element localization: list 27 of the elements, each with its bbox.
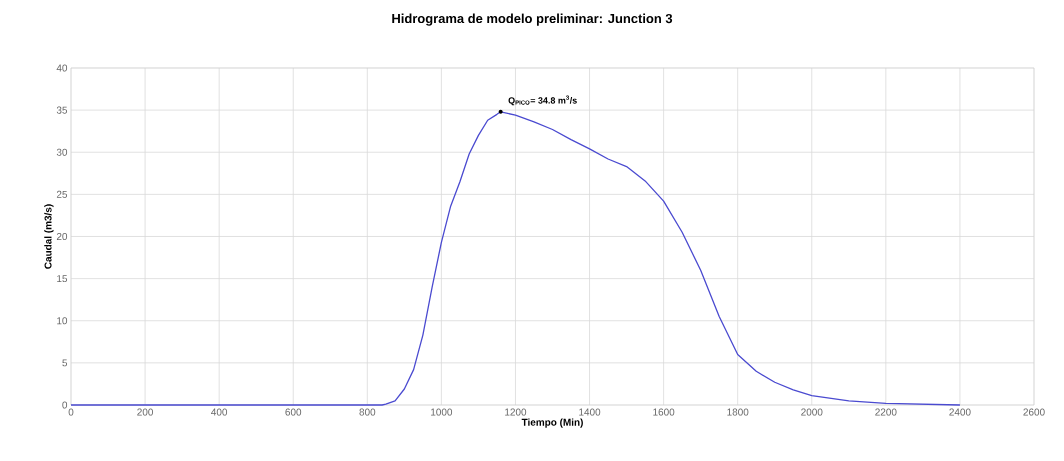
x-tick-label: 2600 bbox=[1023, 408, 1045, 416]
annotation: Q$_{PICO}$= 34.8 m$^{3}$/s bbox=[508, 95, 577, 106]
x-tick-label: 800 bbox=[359, 408, 376, 416]
x-tick-label: 2200 bbox=[875, 408, 897, 416]
x-tick-label: 400 bbox=[211, 408, 228, 416]
y-tick-label: 0 bbox=[62, 401, 68, 409]
y-tick-label: 15 bbox=[57, 275, 68, 283]
x-tick-label: 1000 bbox=[431, 408, 453, 416]
x-tick-label: 2400 bbox=[949, 408, 971, 416]
x-tick-label: 0 bbox=[68, 408, 74, 416]
x-tick-label: 1400 bbox=[579, 408, 601, 416]
y-tick-label: 25 bbox=[56, 190, 68, 198]
y-tick-label: 20 bbox=[56, 232, 68, 241]
x-tick-label: 1600 bbox=[653, 408, 675, 416]
chart-title: Hidrograma de modelo preliminar: Junction 3 bbox=[392, 13, 673, 26]
y-tick-label: 10 bbox=[57, 317, 68, 325]
y-tick-label: 35 bbox=[56, 106, 68, 114]
y-tick-label: 30 bbox=[56, 148, 68, 156]
y-tick-label: 5 bbox=[62, 359, 68, 367]
x-tick-label: 1800 bbox=[727, 408, 749, 416]
x-tick-label: 600 bbox=[285, 408, 302, 416]
y-axis-title: Caudal (m3/s) bbox=[44, 204, 54, 269]
x-tick-label: 2000 bbox=[801, 408, 823, 416]
y-tick-label: 40 bbox=[56, 64, 68, 72]
x-tick-label: 200 bbox=[137, 408, 153, 416]
x-axis-title: Tiempo (Min) bbox=[521, 418, 583, 428]
x-tick-label: 1200 bbox=[505, 408, 527, 416]
